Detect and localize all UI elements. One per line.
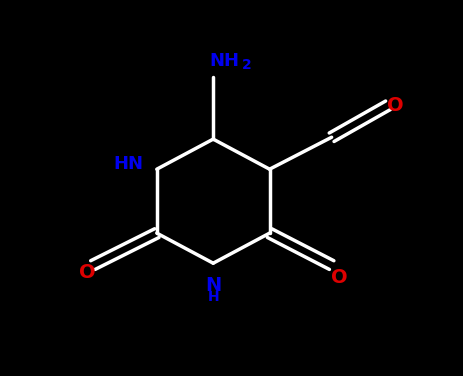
Text: O: O — [387, 96, 403, 115]
Text: HN: HN — [113, 155, 143, 173]
Text: NH: NH — [209, 52, 239, 70]
Text: 2: 2 — [241, 58, 250, 72]
Text: O: O — [330, 268, 347, 287]
Text: O: O — [79, 263, 95, 282]
Text: N: N — [205, 276, 221, 296]
Text: H: H — [207, 290, 219, 304]
